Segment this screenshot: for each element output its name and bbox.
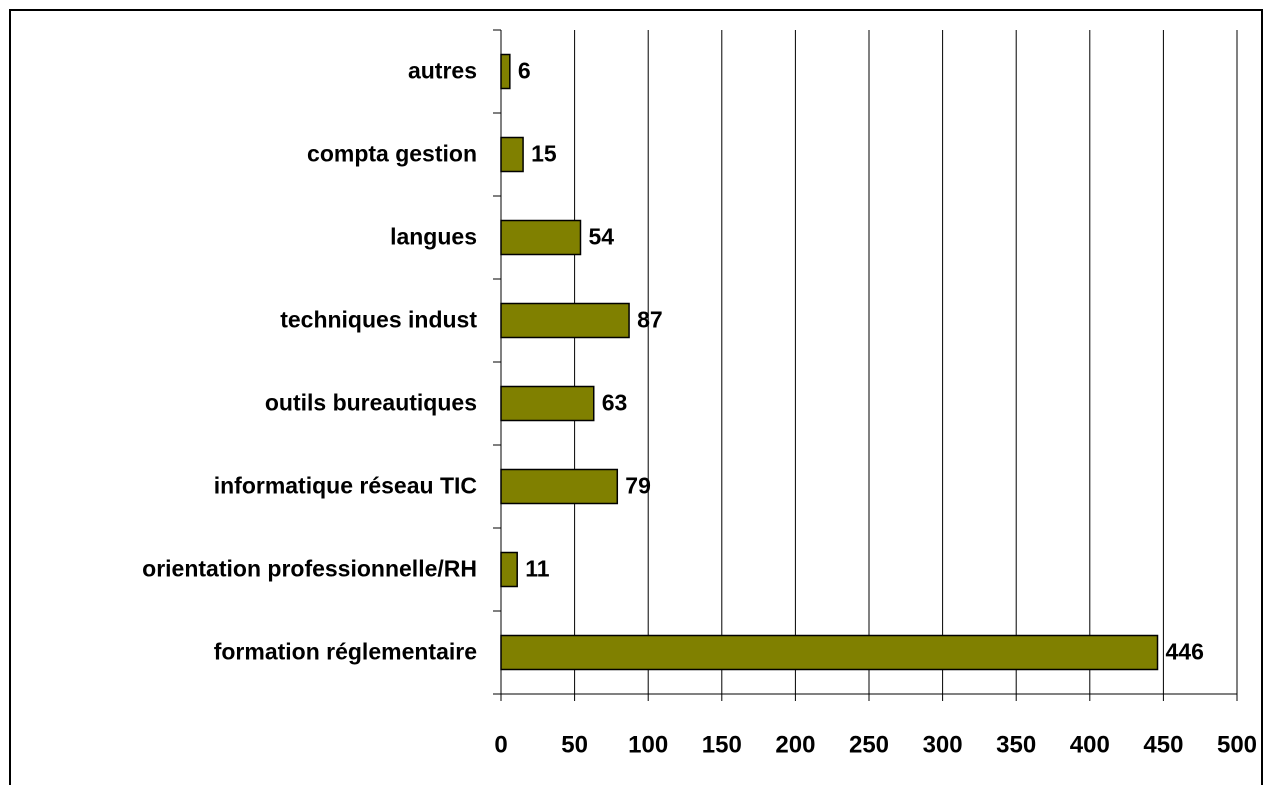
chart-frame: [9, 9, 1263, 785]
bar: [500, 53, 511, 90]
y-tick-label: langues: [390, 224, 477, 250]
bar: [500, 468, 619, 505]
data-label: 15: [531, 141, 557, 167]
y-tick-label: formation réglementaire: [214, 639, 477, 665]
data-label: 6: [518, 58, 531, 84]
data-label: 54: [588, 224, 614, 250]
y-tick-label: informatique réseau TIC: [214, 473, 477, 499]
data-label: 446: [1166, 639, 1204, 665]
y-tick-label: orientation professionnelle/RH: [142, 556, 477, 582]
bar: [500, 136, 524, 173]
x-tick-label: 400: [1070, 731, 1110, 758]
data-label: 79: [625, 473, 651, 499]
x-tick-label: 250: [849, 731, 889, 758]
y-tick-label: autres: [408, 58, 477, 84]
x-tick-label: 150: [702, 731, 742, 758]
bar: [500, 302, 630, 339]
x-tick-label: 100: [628, 731, 668, 758]
x-tick-label: 450: [1143, 731, 1183, 758]
x-tick-label: 0: [494, 731, 507, 758]
bar: [500, 551, 518, 588]
data-label: 11: [525, 556, 550, 582]
data-label: 87: [637, 307, 663, 333]
bar: [500, 385, 595, 422]
x-tick-label: 50: [561, 731, 588, 758]
y-tick-label: techniques indust: [280, 307, 477, 333]
x-tick-label: 200: [775, 731, 815, 758]
x-tick-label: 350: [996, 731, 1036, 758]
y-tick-label: outils bureautiques: [265, 390, 477, 416]
bar: [500, 219, 582, 256]
x-tick-label: 500: [1217, 731, 1257, 758]
data-label: 63: [602, 390, 628, 416]
bar: [500, 634, 1159, 671]
x-tick-label: 300: [923, 731, 963, 758]
y-tick-label: compta gestion: [307, 141, 477, 167]
